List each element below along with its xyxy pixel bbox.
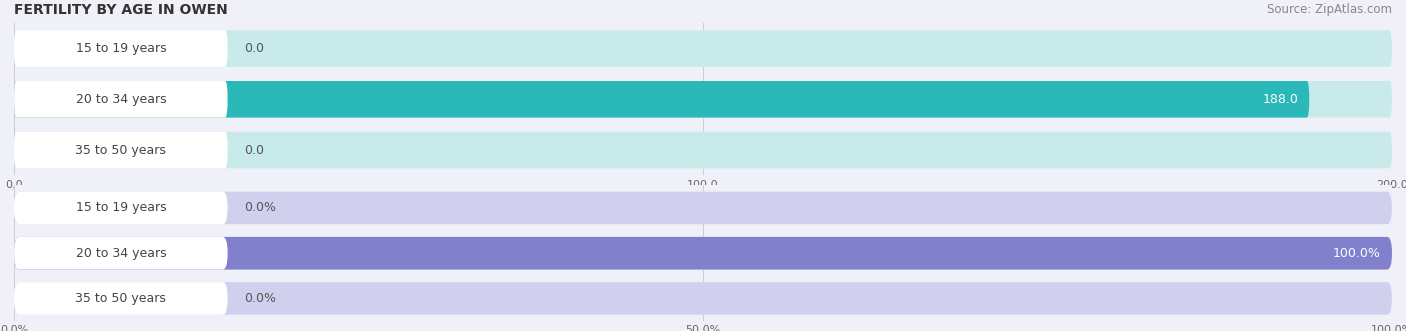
FancyBboxPatch shape bbox=[14, 282, 1392, 315]
FancyBboxPatch shape bbox=[14, 81, 1392, 118]
FancyBboxPatch shape bbox=[14, 237, 1392, 269]
FancyBboxPatch shape bbox=[14, 81, 228, 118]
FancyBboxPatch shape bbox=[14, 81, 1392, 118]
FancyBboxPatch shape bbox=[14, 132, 1392, 168]
Text: 0.0: 0.0 bbox=[245, 42, 264, 55]
Text: 20 to 34 years: 20 to 34 years bbox=[76, 93, 166, 106]
FancyBboxPatch shape bbox=[14, 132, 228, 168]
FancyBboxPatch shape bbox=[14, 30, 228, 67]
Text: 15 to 19 years: 15 to 19 years bbox=[76, 202, 166, 214]
Text: FERTILITY BY AGE IN OWEN: FERTILITY BY AGE IN OWEN bbox=[14, 3, 228, 17]
FancyBboxPatch shape bbox=[14, 237, 1392, 269]
Text: 35 to 50 years: 35 to 50 years bbox=[76, 292, 166, 305]
Text: 20 to 34 years: 20 to 34 years bbox=[76, 247, 166, 260]
FancyBboxPatch shape bbox=[14, 192, 1392, 224]
FancyBboxPatch shape bbox=[14, 192, 228, 224]
FancyBboxPatch shape bbox=[14, 30, 1392, 67]
FancyBboxPatch shape bbox=[14, 81, 1309, 118]
Text: 0.0: 0.0 bbox=[245, 144, 264, 157]
FancyBboxPatch shape bbox=[14, 132, 1392, 168]
FancyBboxPatch shape bbox=[14, 282, 228, 315]
FancyBboxPatch shape bbox=[14, 282, 1392, 315]
FancyBboxPatch shape bbox=[14, 30, 1392, 67]
Text: 15 to 19 years: 15 to 19 years bbox=[76, 42, 166, 55]
Text: 100.0%: 100.0% bbox=[1333, 247, 1381, 260]
Text: Source: ZipAtlas.com: Source: ZipAtlas.com bbox=[1267, 3, 1392, 16]
FancyBboxPatch shape bbox=[14, 237, 228, 269]
Text: 0.0%: 0.0% bbox=[245, 202, 276, 214]
Text: 35 to 50 years: 35 to 50 years bbox=[76, 144, 166, 157]
Text: 188.0: 188.0 bbox=[1263, 93, 1298, 106]
FancyBboxPatch shape bbox=[14, 237, 1392, 269]
Text: 0.0%: 0.0% bbox=[245, 292, 276, 305]
FancyBboxPatch shape bbox=[14, 192, 1392, 224]
